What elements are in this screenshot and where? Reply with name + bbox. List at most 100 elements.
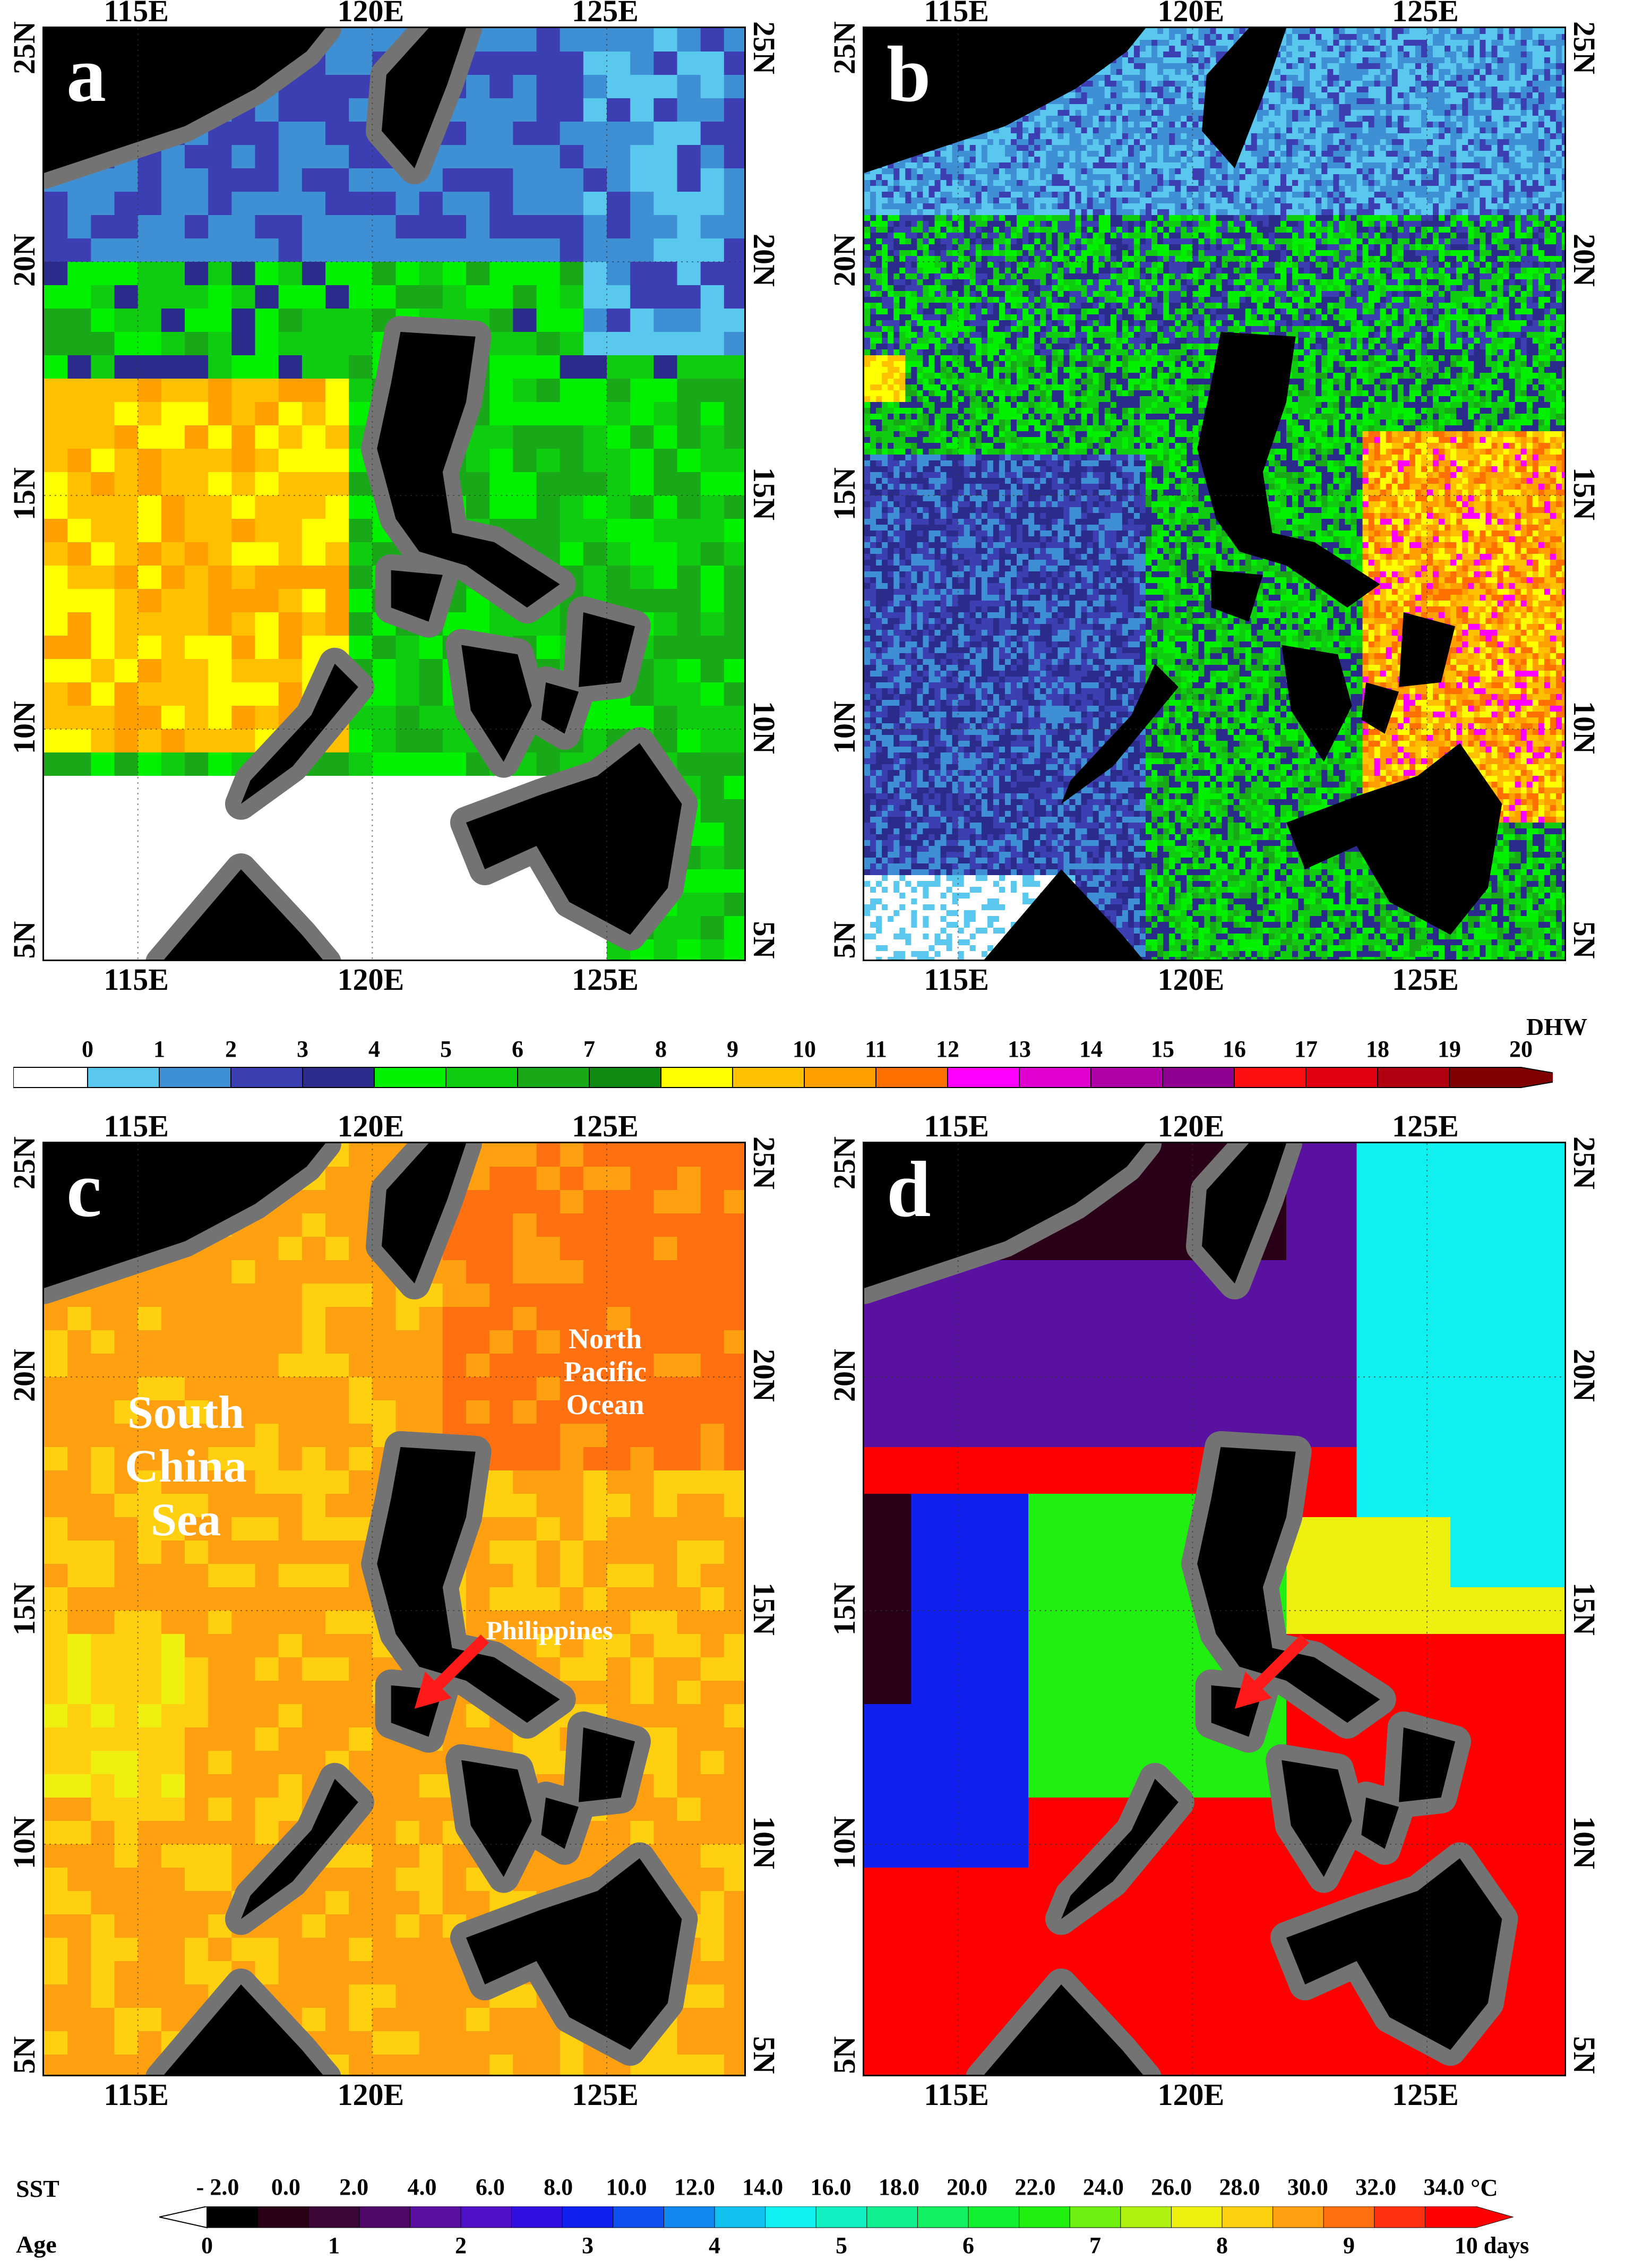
grid-cell <box>1116 162 1123 169</box>
grid-cell <box>1397 69 1404 75</box>
grid-cell <box>560 98 584 122</box>
grid-cell <box>1151 198 1158 204</box>
grid-cell <box>1380 28 1387 35</box>
grid-cell <box>1204 69 1211 75</box>
grid-cell <box>1163 57 1170 64</box>
grid-cell <box>1104 139 1111 146</box>
grid-cell <box>1198 63 1205 70</box>
grid-cell <box>1052 186 1058 192</box>
grid-cell <box>1316 92 1322 99</box>
grid-cell <box>1550 98 1557 105</box>
grid-cell <box>1040 122 1046 128</box>
grid-cell <box>1280 92 1287 99</box>
grid-cell <box>1544 87 1551 93</box>
grid-cell <box>1298 87 1304 93</box>
grid-cell <box>349 752 373 776</box>
grid-cell <box>1374 180 1381 186</box>
grid-cell <box>1450 104 1457 110</box>
grid-cell <box>1497 87 1504 93</box>
grid-cell <box>1186 75 1193 81</box>
grid-cell <box>1057 133 1064 140</box>
grid-cell <box>1075 192 1082 198</box>
grid-cell <box>44 425 68 449</box>
grid-cell <box>1327 133 1334 140</box>
grid-cell <box>349 75 373 99</box>
grid-cell <box>1491 145 1498 151</box>
grid-cell <box>1491 110 1498 116</box>
grid-cell <box>1022 151 1029 157</box>
grid-cell <box>1298 34 1304 40</box>
grid-cell <box>700 145 725 169</box>
grid-cell <box>1222 203 1228 210</box>
grid-cell <box>583 519 607 543</box>
grid-cell <box>1133 139 1140 146</box>
grid-cell <box>1251 198 1258 204</box>
grid-cell <box>1339 180 1346 186</box>
grid-cell <box>1356 133 1363 140</box>
grid-cell <box>1028 168 1035 175</box>
grid-cell <box>466 75 490 99</box>
grid-cell <box>993 198 1000 204</box>
grid-cell <box>1374 122 1381 128</box>
grid-cell <box>442 215 467 239</box>
grid-cell <box>1087 133 1094 140</box>
grid-cell <box>905 198 912 204</box>
grid-cell <box>1456 110 1463 116</box>
grid-cell <box>1491 98 1498 105</box>
grid-cell <box>1403 92 1410 99</box>
grid-cell <box>44 379 68 403</box>
grid-cell <box>1445 139 1451 146</box>
grid-cell <box>1515 157 1521 163</box>
grid-cell <box>1555 174 1562 181</box>
grid-cell <box>1310 104 1316 110</box>
grid-cell <box>1532 63 1539 70</box>
grid-cell <box>1456 92 1463 99</box>
grid-cell <box>1427 40 1433 46</box>
grid-cell <box>1198 28 1205 35</box>
grid-cell <box>1386 174 1392 181</box>
grid-cell <box>993 151 1000 157</box>
grid-cell <box>1561 46 1564 52</box>
grid-cell <box>1169 157 1175 163</box>
grid-cell <box>1397 46 1404 52</box>
grid-cell <box>700 729 725 753</box>
grid-cell <box>1286 151 1293 157</box>
grid-cell <box>1445 98 1451 105</box>
grid-cell <box>1503 46 1510 52</box>
grid-cell <box>1310 186 1316 192</box>
grid-cell <box>993 174 1000 181</box>
grid-cell <box>137 776 162 800</box>
grid-cell <box>1157 46 1164 52</box>
grid-cell <box>1098 110 1105 116</box>
grid-cell <box>1532 133 1539 140</box>
grid-cell <box>1028 209 1035 216</box>
grid-cell <box>1503 162 1510 169</box>
grid-cell <box>278 332 303 356</box>
grid-cell <box>882 174 888 181</box>
grid-cell <box>231 332 256 356</box>
grid-cell <box>1561 151 1564 157</box>
grid-cell <box>1233 192 1240 198</box>
grid-cell <box>114 379 139 403</box>
grid-cell <box>1146 133 1152 140</box>
grid-cell <box>724 98 744 122</box>
grid-cell <box>654 122 678 146</box>
grid-cell <box>1339 87 1346 93</box>
grid-cell <box>1485 52 1492 58</box>
grid-cell <box>349 192 373 216</box>
grid-cell <box>1075 209 1082 216</box>
grid-cell <box>395 682 420 706</box>
grid-cell <box>1445 127 1451 134</box>
grid-cell <box>1456 57 1463 64</box>
grid-cell <box>724 52 744 75</box>
grid-cell <box>278 145 303 169</box>
grid-cell <box>1480 186 1486 192</box>
grid-cell <box>654 98 678 122</box>
grid-cell <box>1386 180 1392 186</box>
grid-cell <box>513 332 537 356</box>
grid-cell <box>1151 104 1158 110</box>
grid-cell <box>1333 157 1339 163</box>
grid-cell <box>1439 87 1445 93</box>
grid-cell <box>1286 203 1293 210</box>
grid-cell <box>1380 81 1387 87</box>
